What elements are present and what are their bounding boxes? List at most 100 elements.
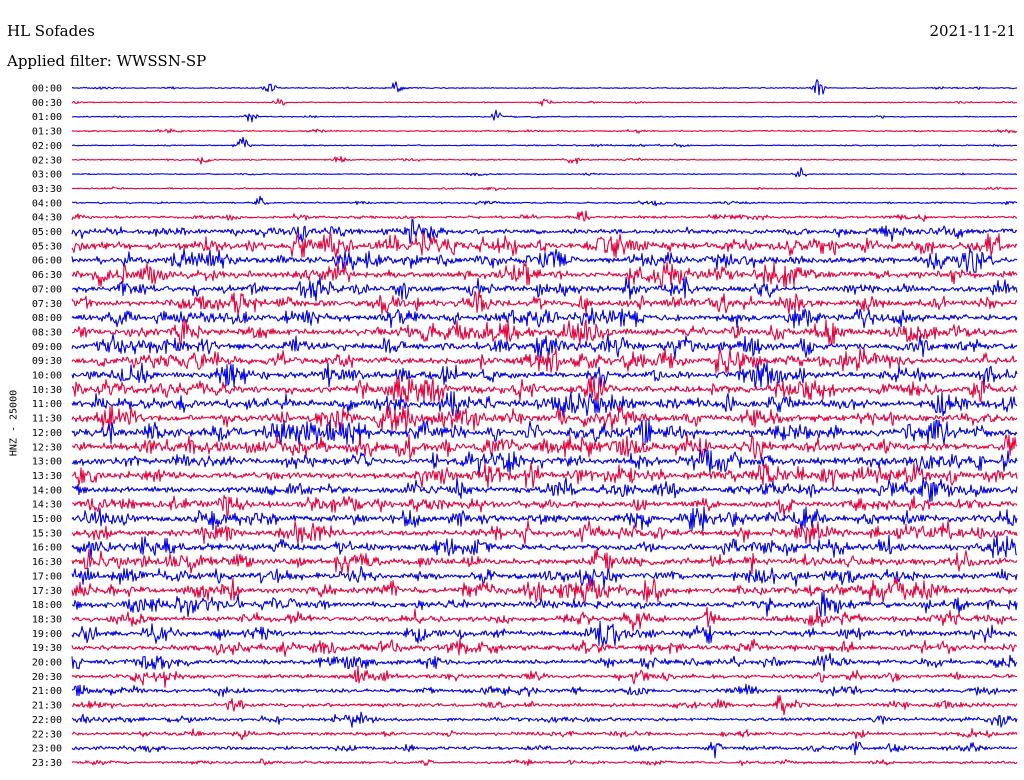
time-tick-label: 18:30 — [32, 614, 62, 625]
time-tick-label: 16:30 — [32, 557, 62, 568]
time-tick-label: 10:00 — [32, 371, 62, 382]
time-tick-label: 10:30 — [32, 385, 62, 396]
time-tick-label: 19:00 — [32, 629, 62, 640]
time-tick-label: 01:30 — [32, 127, 62, 138]
trace-row-1200 — [71, 419, 1018, 445]
time-tick-label: 03:00 — [32, 170, 62, 181]
trace-row-1300 — [71, 448, 1018, 474]
time-tick-label: 02:30 — [32, 155, 62, 166]
time-tick-label: 03:30 — [32, 184, 62, 195]
record-date: 2021-11-21 — [929, 22, 1016, 40]
trace-row-1400 — [71, 477, 1018, 503]
trace-row-0130 — [71, 128, 1018, 134]
time-tick-label: 19:30 — [32, 643, 62, 654]
time-tick-label: 04:30 — [32, 213, 62, 224]
time-tick-label: 01:00 — [32, 112, 62, 123]
trace-row-0230 — [71, 155, 1018, 165]
time-tick-label: 05:30 — [32, 241, 62, 252]
time-tick-label: 16:00 — [32, 543, 62, 554]
time-tick-label: 11:00 — [32, 399, 62, 410]
time-tick-label: 17:30 — [32, 586, 62, 597]
applied-filter-label: Applied filter: WWSSN-SP — [7, 52, 207, 70]
time-tick-label: 20:00 — [32, 658, 62, 669]
trace-row-1800 — [71, 592, 1018, 618]
time-tick-label: 07:00 — [32, 284, 62, 295]
trace-row-0830 — [71, 319, 1018, 345]
time-tick-label: 21:30 — [32, 701, 62, 712]
time-tick-label: 00:30 — [32, 98, 62, 109]
time-tick-label: 15:00 — [32, 514, 62, 525]
trace-row-1930 — [71, 638, 1018, 657]
trace-row-1600 — [71, 534, 1018, 559]
time-tick-group: 00:00 00:30 01:00 01:30 02:00 02:30 03:00 03:30… — [32, 84, 62, 769]
trace-row-2230 — [71, 728, 1018, 741]
trace-row-0700 — [71, 276, 1018, 302]
trace-row-0430 — [71, 210, 1018, 222]
trace-row-2330 — [71, 758, 1018, 767]
trace-row-1430 — [71, 494, 1018, 517]
trace-row-2300 — [71, 741, 1018, 759]
trace-row-0100 — [71, 109, 1018, 123]
time-tick-label: 23:30 — [32, 758, 62, 769]
time-tick-label: 09:00 — [32, 342, 62, 353]
time-tick-label: 07:30 — [32, 299, 62, 310]
time-tick-label: 06:00 — [32, 256, 62, 267]
time-tick-label: 04:00 — [32, 198, 62, 209]
time-tick-label: 08:00 — [32, 313, 62, 324]
time-tick-label: 13:00 — [32, 457, 62, 468]
time-tick-label: 12:00 — [32, 428, 62, 439]
trace-row-2000 — [71, 652, 1018, 672]
time-tick-label: 15:30 — [32, 528, 62, 539]
time-tick-label: 20:30 — [32, 672, 62, 683]
trace-row-1500 — [71, 506, 1018, 532]
time-tick-label: 11:30 — [32, 414, 62, 425]
trace-row-2100 — [71, 683, 1018, 698]
time-tick-label: 12:30 — [32, 442, 62, 453]
trace-row-0930 — [71, 348, 1018, 374]
trace-row-2130 — [71, 695, 1018, 716]
time-tick-label: 09:30 — [32, 356, 62, 367]
time-tick-label: 14:30 — [32, 500, 62, 511]
trace-row-1730 — [71, 577, 1018, 603]
trace-row-0630 — [71, 262, 1018, 288]
trace-group — [71, 79, 1018, 767]
time-tick-label: 13:30 — [32, 471, 62, 482]
trace-row-1030 — [71, 376, 1018, 402]
time-tick-label: 08:30 — [32, 327, 62, 338]
time-tick-label: 00:00 — [32, 84, 62, 95]
time-tick-label: 21:00 — [32, 686, 62, 697]
time-tick-label: 23:00 — [32, 744, 62, 755]
time-tick-label: 06:30 — [32, 270, 62, 281]
time-tick-label: 22:00 — [32, 715, 62, 726]
trace-row-0800 — [71, 307, 1018, 329]
trace-row-1630 — [71, 549, 1018, 575]
trace-row-1230 — [71, 434, 1018, 460]
time-tick-label: 18:00 — [32, 600, 62, 611]
trace-row-0200 — [71, 136, 1017, 148]
trace-row-1530 — [71, 520, 1018, 546]
trace-row-1700 — [71, 565, 1018, 589]
time-tick-label: 05:00 — [32, 227, 62, 238]
trace-row-1000 — [71, 362, 1018, 388]
time-tick-label: 02:00 — [32, 141, 62, 152]
trace-row-0500 — [71, 218, 1018, 245]
trace-row-0030 — [71, 98, 1018, 107]
trace-row-0730 — [71, 290, 1018, 316]
trace-row-1900 — [71, 620, 1018, 646]
time-tick-label: 14:00 — [32, 485, 62, 496]
trace-row-0300 — [71, 167, 1018, 178]
station-name: HL Sofades — [7, 22, 95, 40]
trace-row-0000 — [71, 79, 1018, 96]
trace-row-1100 — [71, 391, 1018, 417]
trace-row-0330 — [71, 186, 1018, 192]
time-tick-label: 22:30 — [32, 729, 62, 740]
trace-row-0530 — [71, 233, 1018, 259]
trace-row-0900 — [71, 333, 1018, 359]
trace-row-1130 — [71, 405, 1018, 431]
trace-row-2030 — [71, 665, 1018, 688]
trace-row-0400 — [71, 195, 1018, 207]
trace-row-2200 — [71, 711, 1018, 728]
trace-row-1330 — [71, 462, 1018, 488]
time-tick-label: 17:00 — [32, 571, 62, 582]
